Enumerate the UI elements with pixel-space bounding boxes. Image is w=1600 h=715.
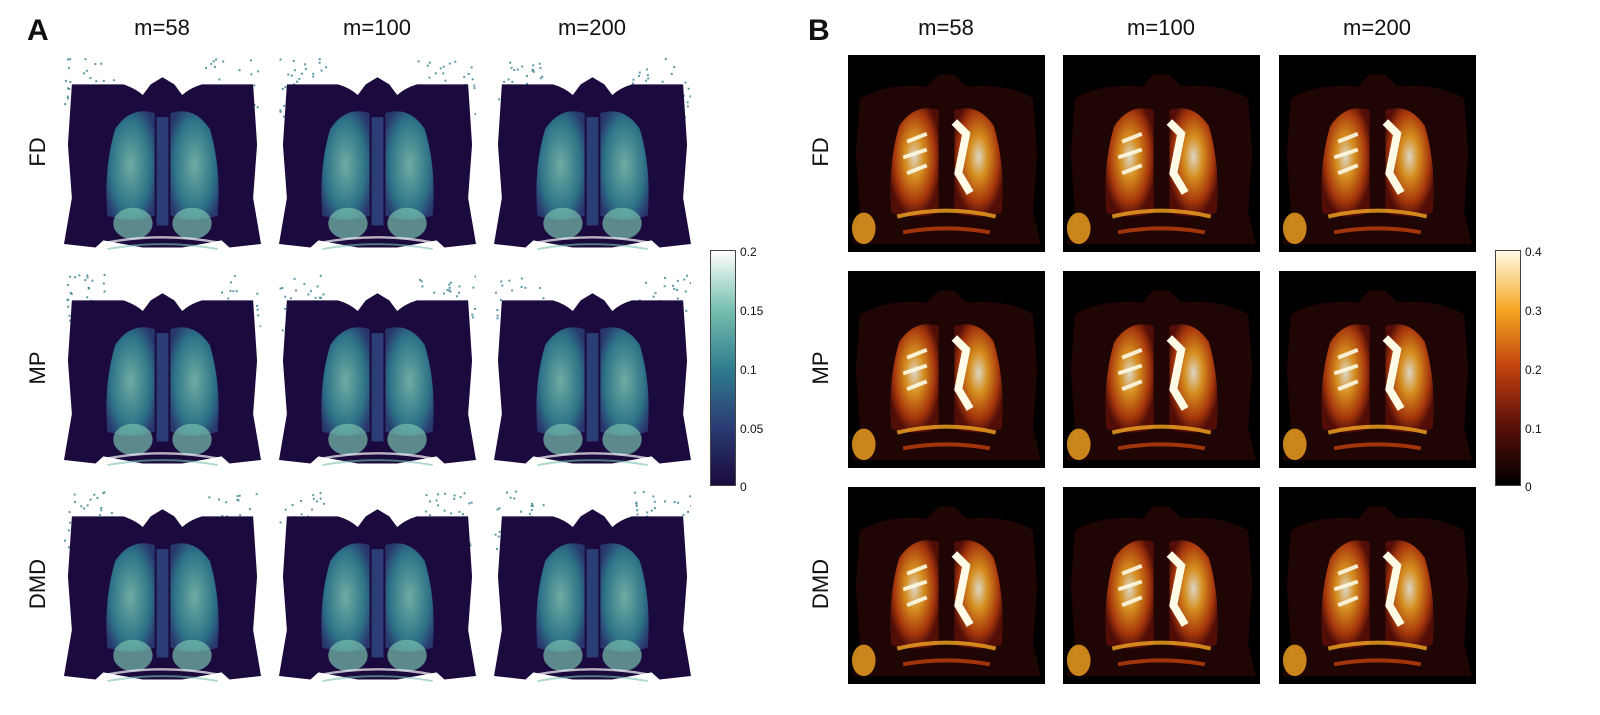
panel-b-colorbar-tick: 0.4: [1525, 245, 1542, 259]
panel-a-row-header: DMD: [25, 558, 50, 610]
panel-a-image-dmd-m200: [494, 490, 691, 687]
panel-b-col-header: m=58: [918, 15, 974, 40]
panel-b-colorbar: [1495, 250, 1521, 486]
panel-b-col-header: m=100: [1127, 15, 1195, 40]
panel-b-colorbar-tick: 0.2: [1525, 363, 1542, 377]
panel-b-row-header: MP: [808, 351, 833, 385]
panel-a-col-header: m=100: [343, 15, 411, 40]
panel-b-image-mp-m58: [848, 271, 1045, 468]
panel-b-image-dmd-m100: [1063, 487, 1260, 684]
panel-b-image-dmd-m200: [1279, 487, 1476, 684]
panel-a-image-fd-m100: [279, 58, 476, 255]
panel-a-letter: A: [27, 14, 49, 47]
panel-a-image-dmd-m100: [279, 490, 476, 687]
panel-a-colorbar: [710, 250, 736, 486]
panel-a-colorbar-tick: 0.2: [740, 245, 757, 259]
panel-b-image-dmd-m58: [848, 487, 1045, 684]
panel-a-image-mp-m58: [64, 274, 261, 471]
panel-a-image-mp-m200: [494, 274, 691, 471]
panel-b-image-fd-m200: [1279, 55, 1476, 252]
panel-a-row-header: MP: [25, 351, 50, 385]
panel-b-col-header: m=200: [1343, 15, 1411, 40]
panel-b-row-header: DMD: [808, 558, 833, 610]
panel-a-image-fd-m58: [64, 58, 261, 255]
panel-b-image-fd-m100: [1063, 55, 1260, 252]
panel-a-colorbar-tick: 0: [740, 480, 747, 494]
panel-b-letter: B: [808, 14, 830, 47]
panel-a-row-header: FD: [25, 137, 50, 167]
panel-b-colorbar-tick: 0.3: [1525, 304, 1542, 318]
panel-b-image-mp-m100: [1063, 271, 1260, 468]
panel-a-colorbar-tick: 0.15: [740, 304, 764, 318]
panel-a-image-fd-m200: [494, 58, 691, 255]
panel-b-colorbar-tick: 0.1: [1525, 422, 1542, 436]
panel-b-image-fd-m58: [848, 55, 1045, 252]
panel-a-colorbar-tick: 0.05: [740, 422, 764, 436]
panel-b-image-mp-m200: [1279, 271, 1476, 468]
panel-a-col-header: m=200: [558, 15, 626, 40]
panel-a-image-dmd-m58: [64, 490, 261, 687]
panel-a-colorbar-tick: 0.1: [740, 363, 757, 377]
panel-b-colorbar-tick: 0: [1525, 480, 1532, 494]
panel-b-row-header: FD: [808, 137, 833, 167]
panel-a-col-header: m=58: [134, 15, 190, 40]
panel-a-image-mp-m100: [279, 274, 476, 471]
